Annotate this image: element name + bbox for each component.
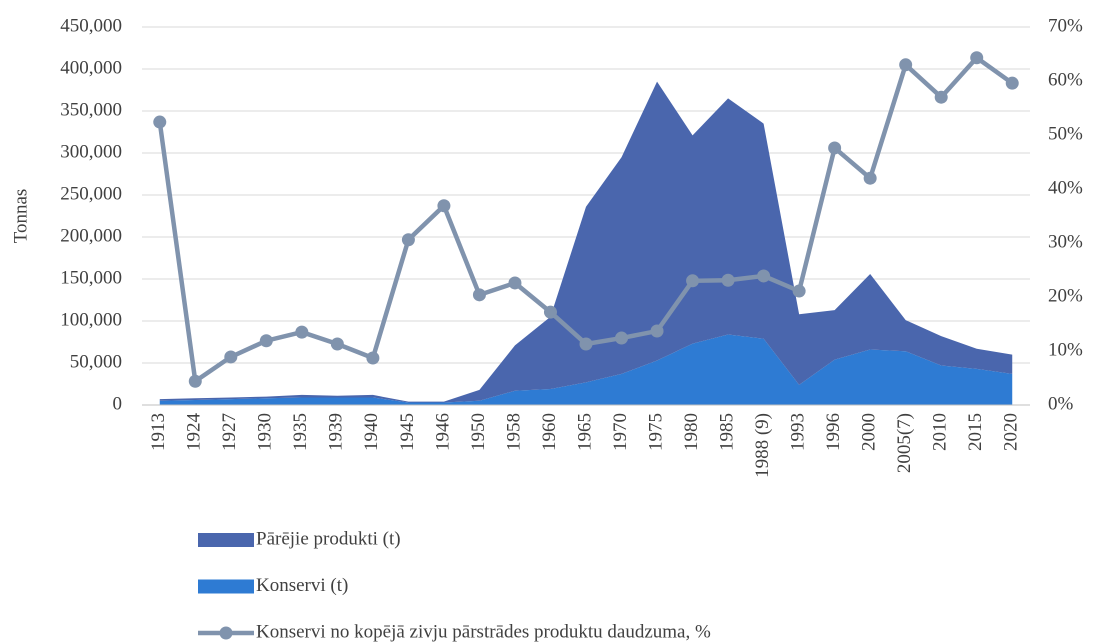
marker [472, 288, 486, 302]
x-tick-label: 1945 [397, 413, 418, 451]
x-tick-label: 1927 [219, 413, 240, 451]
y-tick-label: 400,000 [60, 57, 122, 78]
area [159, 334, 1013, 405]
x-tick-label: 2010 [930, 413, 951, 451]
x-tick-label: 1946 [432, 413, 453, 451]
x-tick-label: 2005(7) [894, 413, 915, 473]
marker [259, 334, 273, 348]
marker [686, 274, 700, 288]
y2-tick-label: 10% [1048, 339, 1083, 360]
x-tick-label: 1913 [148, 413, 169, 451]
x-tick-label: 1940 [361, 413, 382, 451]
y2-tick-label: 0% [1048, 393, 1074, 414]
y-tick-label: 150,000 [60, 267, 122, 288]
marker [615, 331, 629, 345]
y-tick-label: 0 [113, 393, 123, 414]
x-tick-label: 2020 [1001, 413, 1022, 451]
y-tick-label: 50,000 [70, 351, 122, 372]
x-tick-label: 1965 [574, 413, 595, 451]
x-tick-label: 1975 [645, 413, 666, 451]
marker [934, 90, 948, 104]
x-tick-label: 1988 (9) [752, 413, 773, 478]
y2-tick-label: 60% [1048, 69, 1083, 90]
y-tick-label: 250,000 [60, 183, 122, 204]
y-axis-title: Tonnas [10, 189, 31, 244]
marker [543, 305, 557, 319]
legend-swatch [198, 533, 254, 547]
x-tick-label: 2015 [965, 413, 986, 451]
marker [366, 351, 380, 365]
y2-tick-label: 30% [1048, 231, 1083, 252]
x-tick-label: 1958 [503, 413, 524, 451]
marker [224, 350, 238, 364]
marker [757, 269, 771, 283]
y2-tick-label: 70% [1048, 15, 1083, 36]
marker [828, 141, 842, 155]
x-tick-label: 1939 [326, 413, 347, 451]
marker [650, 324, 664, 338]
x-tick-label: 1960 [539, 413, 560, 451]
marker [792, 284, 806, 298]
marker [721, 273, 735, 287]
marker [508, 276, 522, 290]
x-tick-label: 1980 [681, 413, 702, 451]
legend-marker [219, 626, 233, 640]
y2-tick-label: 20% [1048, 285, 1083, 306]
marker [579, 337, 593, 351]
marker [188, 374, 202, 388]
marker [863, 171, 877, 185]
x-tick-label: 1935 [290, 413, 311, 451]
y-tick-label: 450,000 [60, 15, 122, 36]
x-tick-label: 1950 [468, 413, 489, 451]
area [159, 81, 1013, 403]
x-tick-label: 2000 [859, 413, 880, 451]
legend-label: Konservi (t) [256, 575, 348, 596]
marker [1005, 76, 1019, 90]
y-tick-label: 200,000 [60, 225, 122, 246]
marker [153, 115, 167, 129]
y-tick-label: 350,000 [60, 99, 122, 120]
marker [295, 325, 309, 339]
legend-swatch [198, 579, 254, 594]
marker [899, 58, 913, 72]
x-tick-label: 1924 [184, 413, 205, 452]
y2-tick-label: 50% [1048, 123, 1083, 144]
x-tick-label: 1996 [823, 413, 844, 451]
x-tick-label: 1930 [255, 413, 276, 451]
legend-label: Konservi no kopējā zivju pārstrādes prod… [256, 621, 711, 642]
y2-tick-label: 40% [1048, 177, 1083, 198]
marker [330, 337, 344, 351]
y-tick-label: 300,000 [60, 141, 122, 162]
marker [970, 51, 984, 65]
y-tick-label: 100,000 [60, 309, 122, 330]
x-tick-label: 1993 [787, 413, 808, 451]
x-tick-label: 1985 [716, 413, 737, 451]
x-tick-label: 1970 [610, 413, 631, 451]
marker [401, 233, 415, 247]
legend-label: Pārējie produkti (t) [256, 528, 401, 549]
marker [437, 199, 451, 213]
